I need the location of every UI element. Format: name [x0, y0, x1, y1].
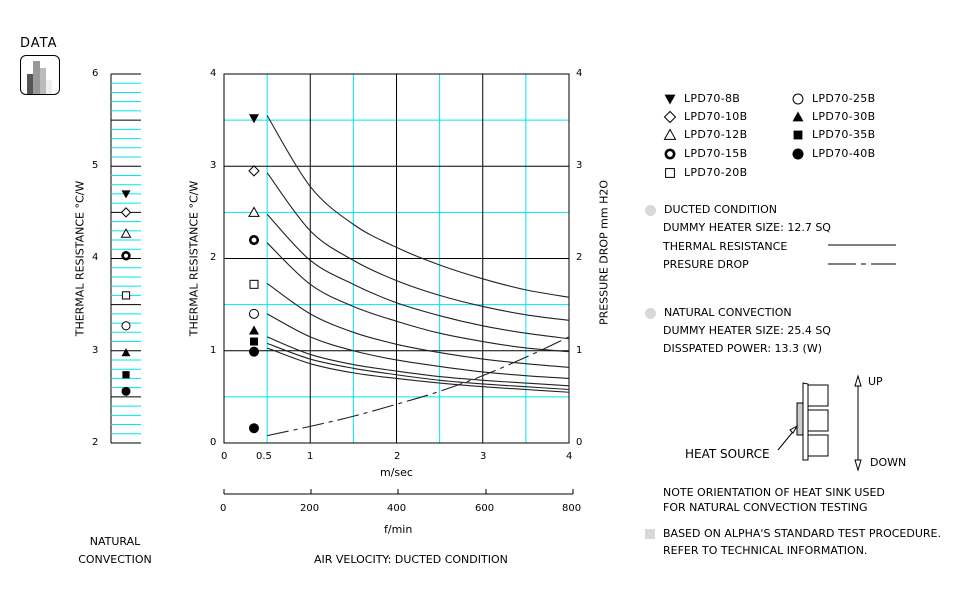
legend-item: LPD70-35B [790, 128, 875, 142]
left-tick: 4 [92, 252, 99, 263]
up-label: UP [868, 375, 883, 388]
x-label-ms: m/sec [380, 466, 413, 479]
y-tick-left: 3 [210, 160, 217, 171]
x-tick-ms: 2 [394, 451, 401, 462]
standard-note-1: BASED ON ALPHA'S STANDARD TEST PROCEDURE… [645, 527, 941, 540]
standard-note-2: REFER TO TECHNICAL INFORMATION. [663, 544, 868, 557]
fmin-axis [223, 489, 574, 495]
x-tick-ms: 0 [221, 451, 228, 462]
ducted-heater-size: DUMMY HEATER SIZE: 12.7 SQ [663, 221, 831, 234]
legend-label: LPD70-8B [684, 92, 741, 105]
filled-down-triangle-icon [664, 94, 676, 105]
legend-item: LPD70-30B [790, 110, 875, 124]
y-tick-left: 1 [210, 345, 217, 356]
x-tick-ms: 3 [480, 451, 487, 462]
natural-convection-footer-2: CONVECTION [78, 553, 152, 566]
thick-ring-icon [664, 148, 676, 160]
legend-label: LPD70-25B [812, 92, 876, 105]
legend-item: LPD70-20B [662, 166, 747, 180]
legend-item: LPD70-8B [662, 92, 740, 106]
open-diamond-icon [663, 110, 677, 124]
open-triangle-icon [663, 128, 677, 140]
main-ylabel-right: PRESSURE DROP mm H2O [597, 179, 611, 326]
natural-convection-heading: NATURAL CONVECTION [645, 306, 792, 319]
main-ylabel-left: THERMAL RESISTANCE °C/W [187, 180, 201, 337]
legend-label: LPD70-20B [684, 166, 748, 179]
x-tick-fmin: 200 [300, 503, 320, 514]
x-tick-ms: 4 [566, 451, 573, 462]
y-tick-right: 0 [576, 437, 583, 448]
x-tick-fmin: 0 [220, 503, 227, 514]
x-tick-fmin: 600 [475, 503, 495, 514]
x-tick-fmin: 800 [562, 503, 582, 514]
legend-item: LPD70-12B [662, 128, 747, 142]
y-tick-right: 3 [576, 160, 583, 171]
left-tick: 5 [92, 160, 99, 171]
heat-source-label: HEAT SOURCE [685, 447, 770, 461]
x-tick-ms: 1 [307, 451, 314, 462]
x-tick-ms: 0.5 [256, 451, 272, 462]
filled-circle-icon [792, 148, 804, 160]
main-plot-area [223, 73, 570, 444]
y-tick-left: 2 [210, 252, 217, 263]
left-tick: 6 [92, 68, 99, 79]
natural-convection-scale [110, 73, 141, 444]
legend-item: LPD70-25B [790, 92, 875, 106]
bullet-icon [645, 307, 656, 319]
legend-label: LPD70-40B [812, 147, 876, 160]
x-tick-fmin: 400 [387, 503, 407, 514]
square-bullet-icon [645, 529, 655, 539]
orientation-note-1: NOTE ORIENTATION OF HEAT SINK USED [663, 486, 885, 499]
bar-chart-icon[interactable] [20, 55, 60, 95]
chart-caption: AIR VELOCITY: DUCTED CONDITION [314, 553, 508, 566]
thermal-resistance-legend: THERMAL RESISTANCE [663, 240, 788, 253]
left-tick: 2 [92, 437, 99, 448]
y-tick-right: 2 [576, 252, 583, 263]
legend-item: LPD70-15B [662, 147, 747, 161]
x-label-fmin: f/min [384, 523, 413, 536]
legend-label: LPD70-30B [812, 110, 876, 123]
dissipated-power: DISSPATED POWER: 13.3 (W) [663, 342, 822, 355]
open-circle-icon [792, 93, 804, 105]
left-ylabel: THERMAL RESISTANCE °C/W [73, 180, 87, 337]
legend-item: LPD70-10B [662, 110, 747, 124]
natural-convection-footer-1: NATURAL [89, 535, 141, 548]
left-tick: 3 [92, 345, 99, 356]
filled-square-icon [793, 130, 803, 140]
pressure-drop-legend: PRESURE DROP [663, 258, 749, 271]
legend-label: LPD70-15B [684, 147, 748, 160]
legend-label: LPD70-10B [684, 110, 748, 123]
legend-label: LPD70-35B [812, 128, 876, 141]
data-label: DATA [20, 36, 58, 51]
open-square-icon [665, 168, 675, 178]
y-tick-right: 1 [576, 345, 583, 356]
natural-heater-size: DUMMY HEATER SIZE: 25.4 SQ [663, 324, 831, 337]
orientation-note-2: FOR NATURAL CONVECTION TESTING [663, 501, 868, 514]
legend-label: LPD70-12B [684, 128, 748, 141]
bullet-icon [645, 204, 656, 216]
y-tick-left: 4 [210, 68, 217, 79]
ducted-condition-heading: DUCTED CONDITION [645, 203, 777, 216]
down-label: DOWN [870, 456, 907, 469]
filled-triangle-icon [792, 111, 804, 122]
heat-sink-diagram [777, 374, 862, 472]
y-tick-left: 0 [210, 437, 217, 448]
y-tick-right: 4 [576, 68, 583, 79]
legend-item: LPD70-40B [790, 147, 875, 161]
